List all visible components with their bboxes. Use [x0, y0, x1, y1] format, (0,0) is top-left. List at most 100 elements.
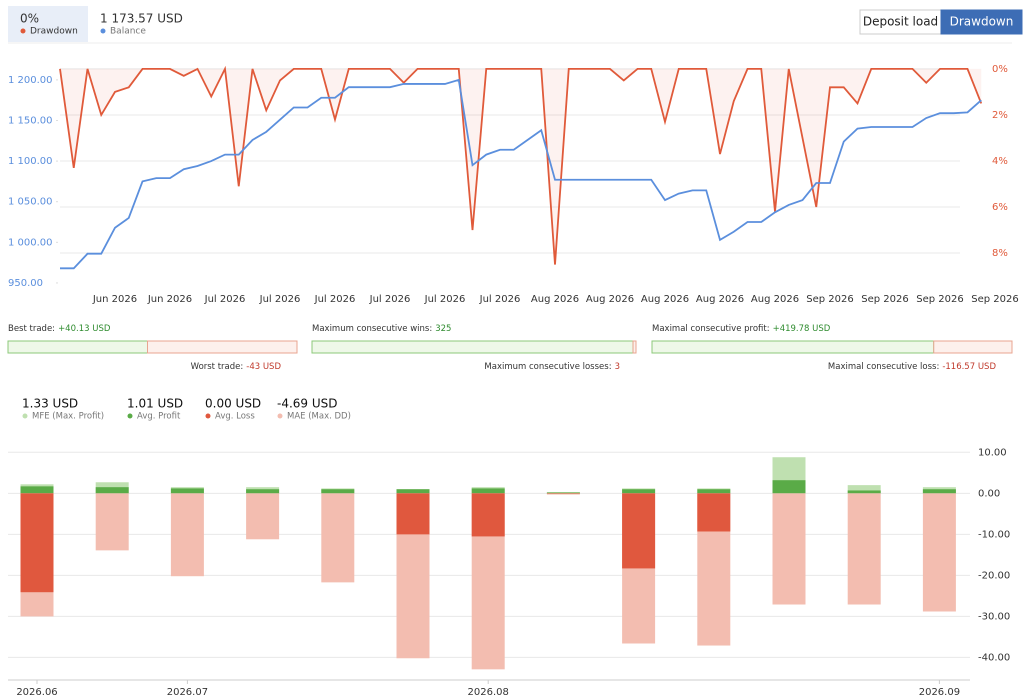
legend-label: Balance	[110, 27, 146, 37]
y-tick-label: 1 200.00	[8, 75, 53, 86]
legend-label: MFE (Max. Profit)	[32, 412, 104, 422]
bar	[697, 489, 731, 494]
stat-label: Worst trade: -43 USD	[191, 362, 282, 372]
y-tick-label: 10.00	[978, 447, 1007, 458]
stat-label: Maximal consecutive profit: +419.78 USD	[652, 324, 831, 334]
y-tick-label: -30.00	[978, 611, 1010, 622]
y2-tick-label: 6%	[992, 202, 1008, 213]
x-tick-label: Sep 2026	[971, 294, 1018, 305]
y2-tick-label: 4%	[992, 156, 1008, 167]
legend-label: Avg. Loss	[215, 412, 255, 422]
stat-label: Maximum consecutive losses: 3	[484, 362, 620, 372]
bar	[622, 489, 656, 494]
legend-dot	[22, 413, 28, 419]
x-tick-label: Aug 2026	[531, 294, 579, 305]
legend-dot	[127, 413, 133, 419]
bar	[471, 493, 505, 537]
bar	[546, 493, 580, 495]
legend-dot	[100, 28, 106, 34]
bar	[396, 489, 430, 494]
bar	[170, 488, 204, 494]
stat-bar-negative	[632, 340, 637, 354]
x-tick-label: Jun 2026	[147, 294, 192, 305]
y-tick-label: 0.00	[978, 488, 1000, 499]
y2-tick-label: 0%	[992, 64, 1008, 75]
bar	[471, 488, 505, 494]
bar	[622, 493, 656, 569]
legend-label: Avg. Profit	[137, 412, 181, 422]
legend-dot	[20, 28, 26, 34]
bar	[697, 493, 731, 532]
y-tick-label: -10.00	[978, 529, 1010, 540]
x-tick-label: Jul 2026	[204, 294, 246, 305]
drawdown-line	[59, 65, 983, 265]
stat-name: Maximum consecutive wins:	[312, 324, 432, 334]
legend-value: 0.00 USD	[205, 397, 261, 411]
tab-label[interactable]: Deposit load	[863, 15, 938, 29]
legend-label: MAE (Max. DD)	[287, 412, 351, 422]
legend-dot	[205, 413, 211, 419]
stat-value: 3	[615, 362, 620, 372]
drawdown-value: 0%	[20, 12, 39, 26]
tab-label[interactable]: Drawdown	[950, 15, 1014, 29]
balance-line	[60, 78, 982, 270]
y-tick-label: 1 000.00	[8, 237, 53, 248]
bar	[772, 480, 806, 494]
legend-label: Drawdown	[30, 27, 78, 37]
stat-bar-negative	[933, 340, 1013, 354]
bar	[170, 493, 204, 577]
x-tick-label: Sep 2026	[861, 294, 908, 305]
stat-name: Maximum consecutive losses:	[484, 362, 611, 372]
stat-name: Best trade:	[8, 324, 55, 334]
legend-value: 1.33 USD	[22, 397, 78, 411]
x-tick-label: Jul 2026	[369, 294, 411, 305]
stat-label: Maximum consecutive wins: 325	[312, 324, 451, 334]
bar	[546, 492, 580, 494]
stat-bar-positive	[311, 340, 634, 354]
x-tick-label: Aug 2026	[696, 294, 744, 305]
stat-bar-negative	[147, 340, 298, 354]
x-tick-label: Jun 2026	[92, 294, 137, 305]
bar	[321, 489, 355, 494]
stat-value: -116.57 USD	[942, 362, 996, 372]
bar	[321, 493, 355, 583]
bar	[847, 490, 881, 494]
bar	[20, 486, 54, 494]
stat-value: +419.78 USD	[773, 324, 831, 334]
bar	[246, 493, 280, 540]
x-tick-label: Jul 2026	[479, 294, 521, 305]
y-tick-label: -20.00	[978, 570, 1010, 581]
legend-value: 1.01 USD	[127, 397, 183, 411]
bar	[95, 487, 129, 494]
x-tick-label: Jul 2026	[424, 294, 466, 305]
bar	[847, 493, 881, 605]
bar	[396, 493, 430, 535]
x-tick-label: 2026.07	[167, 687, 208, 698]
x-tick-label: Sep 2026	[806, 294, 853, 305]
bar	[847, 485, 881, 494]
x-tick-label: Jul 2026	[314, 294, 356, 305]
bar	[95, 493, 129, 551]
balance-value: 1 173.57 USD	[100, 12, 183, 26]
y-tick-label: 1 100.00	[8, 156, 53, 167]
bar	[922, 489, 956, 494]
stat-label: Maximal consecutive loss: -116.57 USD	[828, 362, 997, 372]
stat-bar-positive	[651, 340, 935, 354]
stat-label: Best trade: +40.13 USD	[8, 324, 111, 334]
legend-value: -4.69 USD	[277, 397, 338, 411]
tab[interactable]	[940, 9, 1023, 35]
bar	[20, 493, 54, 593]
tab[interactable]	[859, 9, 942, 35]
y2-tick-label: 8%	[992, 248, 1008, 259]
y-tick-label: 1 150.00	[8, 115, 53, 126]
x-tick-label: 2026.08	[468, 687, 509, 698]
x-tick-label: 2026.06	[16, 687, 57, 698]
bar	[922, 493, 956, 612]
y-tick-label: 1 050.00	[8, 197, 53, 208]
legend-dot	[277, 413, 283, 419]
stat-name: Maximal consecutive loss:	[828, 362, 939, 372]
drawdown-area	[60, 68, 982, 265]
x-tick-label: Aug 2026	[751, 294, 799, 305]
x-tick-label: 2026.09	[919, 687, 960, 698]
